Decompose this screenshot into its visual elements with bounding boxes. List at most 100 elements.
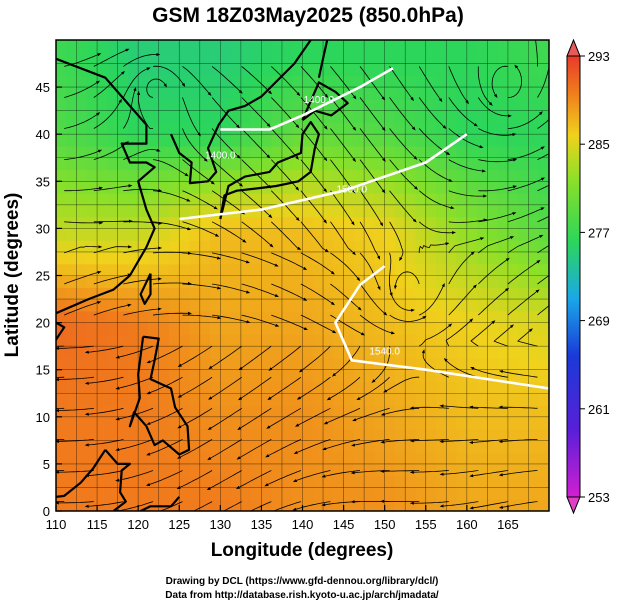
- temperature-cell: [56, 110, 67, 124]
- temperature-cell: [456, 204, 468, 218]
- temperature-cell: [220, 87, 232, 100]
- temperature-cell: [456, 157, 468, 171]
- temperature-cell: [456, 381, 468, 394]
- temperature-cell: [466, 110, 478, 124]
- temperature-cell: [436, 369, 447, 383]
- temperature-cell: [199, 299, 211, 312]
- temperature-cell: [158, 334, 170, 347]
- temperature-cell: [323, 75, 334, 88]
- temperature-cell: [158, 251, 170, 265]
- temperature-cell: [323, 251, 334, 265]
- temperature-cell: [199, 87, 211, 100]
- temperature-cell: [251, 452, 263, 465]
- temperature-cell: [210, 405, 221, 418]
- streamline: [493, 324, 514, 347]
- temperature-cell: [127, 416, 139, 430]
- temperature-cell: [353, 452, 365, 465]
- temperature-cell: [240, 40, 252, 53]
- temperature-cell: [518, 145, 530, 159]
- temperature-cell: [86, 134, 98, 147]
- temperature-cell: [117, 169, 129, 182]
- streamline: [389, 190, 417, 223]
- temperature-cell: [405, 334, 417, 347]
- temperature-cell: [507, 440, 519, 453]
- temperature-cell: [425, 40, 437, 53]
- temperature-cell: [538, 499, 549, 511]
- temperature-cell: [518, 40, 530, 53]
- temperature-cell: [56, 463, 67, 477]
- temperature-cell: [487, 428, 499, 441]
- temperature-cell: [97, 381, 108, 394]
- temperature-cell: [497, 416, 509, 430]
- temperature-cell: [538, 157, 549, 171]
- temperature-cell: [394, 463, 406, 477]
- temperature-cell: [507, 169, 519, 182]
- temperature-cell: [158, 98, 170, 112]
- temperature-cell: [312, 463, 324, 477]
- temperature-cell: [436, 334, 447, 347]
- temperature-cell: [138, 63, 150, 76]
- temperature-cell: [538, 240, 549, 253]
- temperature-cell: [374, 416, 386, 430]
- temperature-cell: [497, 145, 509, 159]
- temperature-cell: [312, 40, 324, 53]
- x-tick-label: 125: [168, 517, 190, 532]
- temperature-cell: [415, 240, 427, 253]
- temperature-cell: [240, 87, 252, 100]
- temperature-cell: [323, 287, 334, 300]
- temperature-cell: [456, 487, 468, 500]
- temperature-cell: [158, 452, 170, 465]
- temperature-cell: [127, 204, 139, 218]
- streamline: [443, 357, 479, 378]
- temperature-cell: [56, 487, 67, 500]
- temperature-cell: [210, 287, 221, 300]
- temperature-cell: [333, 251, 345, 265]
- temperature-cell: [333, 40, 345, 53]
- temperature-cell: [364, 63, 375, 76]
- temperature-cell: [158, 263, 170, 277]
- temperature-cell: [220, 428, 232, 441]
- temperature-cell: [97, 134, 108, 147]
- temperature-cell: [436, 134, 447, 147]
- temperature-cell: [394, 216, 406, 229]
- temperature-cell: [158, 122, 170, 135]
- temperature-cell: [353, 393, 365, 406]
- temperature-cell: [333, 369, 345, 383]
- temperature-cell: [302, 322, 314, 335]
- temperature-cell: [477, 98, 488, 112]
- temperature-cell: [507, 63, 519, 76]
- temperature-cell: [251, 475, 263, 489]
- temperature-cell: [312, 499, 324, 511]
- temperature-cell: [261, 310, 273, 324]
- temperature-cell: [56, 357, 67, 371]
- temperature-cell: [466, 204, 478, 218]
- temperature-cell: [86, 487, 98, 500]
- temperature-cell: [415, 110, 427, 124]
- temperature-cell: [66, 428, 78, 441]
- temperature-cell: [281, 310, 293, 324]
- temperature-cell: [148, 263, 160, 277]
- temperature-cell: [107, 204, 119, 218]
- temperature-cell: [210, 169, 221, 182]
- temperature-cell: [374, 346, 386, 359]
- temperature-cell: [415, 299, 427, 312]
- temperature-cell: [374, 169, 386, 182]
- streamline: [64, 245, 103, 254]
- temperature-cell: [323, 334, 334, 347]
- temperature-cell: [261, 334, 273, 347]
- temperature-cell: [312, 275, 324, 288]
- temperature-cell: [415, 287, 427, 300]
- temperature-cell: [76, 357, 88, 371]
- temperature-cell: [477, 440, 488, 453]
- temperature-cell: [405, 452, 417, 465]
- temperature-cell: [66, 405, 78, 418]
- temperature-cell: [251, 145, 263, 159]
- temperature-cell: [446, 334, 458, 347]
- streamline: [64, 149, 103, 160]
- streamline: [93, 141, 129, 160]
- temperature-cell: [394, 157, 406, 171]
- temperature-cell: [487, 275, 499, 288]
- streamline: [93, 219, 133, 223]
- temperature-cell: [538, 216, 549, 229]
